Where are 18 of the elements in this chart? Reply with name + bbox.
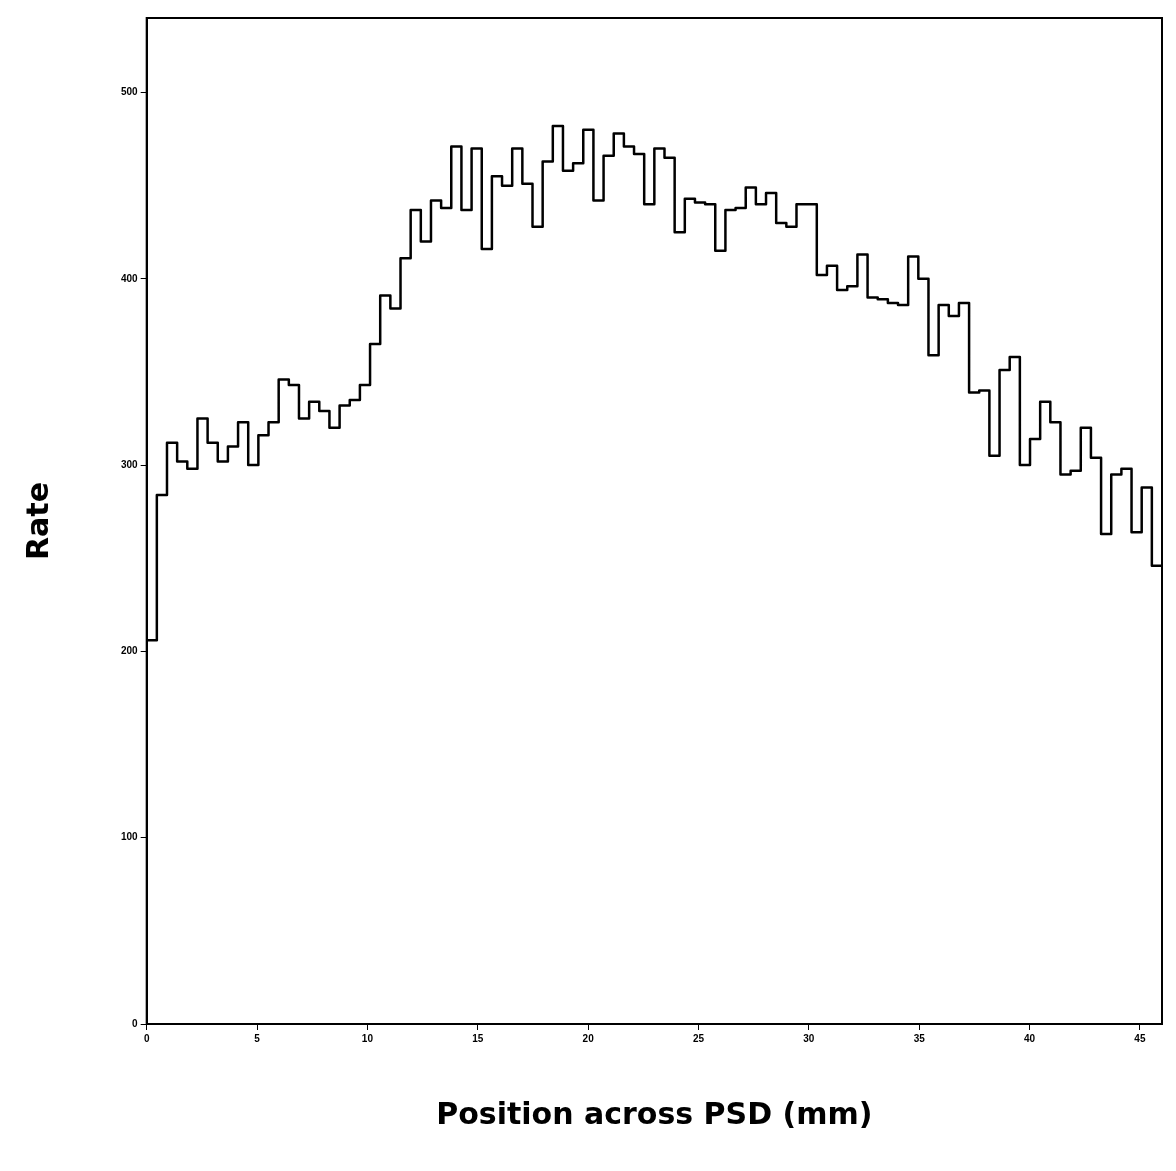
x-tick-label: 40 xyxy=(1024,1032,1036,1044)
x-tick-label: 35 xyxy=(913,1032,926,1044)
y-tick-label: 500 xyxy=(121,86,139,98)
y-tick-label: 400 xyxy=(121,272,139,284)
x-tick-label: 30 xyxy=(803,1032,815,1044)
y-axis-title: Rate xyxy=(19,481,55,561)
x-tick-label: 45 xyxy=(1134,1032,1146,1044)
x-axis-title: Position across PSD (mm) xyxy=(436,1095,873,1131)
x-tick-label: 25 xyxy=(692,1032,705,1044)
x-tick-label: 10 xyxy=(361,1032,374,1044)
y-tick-label: 200 xyxy=(121,645,139,657)
y-tick-label: 0 xyxy=(132,1017,139,1029)
x-tick-label: 5 xyxy=(254,1032,261,1044)
y-tick-label: 300 xyxy=(121,458,139,470)
x-tick-label: 0 xyxy=(143,1032,150,1044)
y-tick-label: 100 xyxy=(121,831,139,843)
x-tick-label: 15 xyxy=(472,1032,484,1044)
x-tick-label: 20 xyxy=(582,1032,595,1044)
